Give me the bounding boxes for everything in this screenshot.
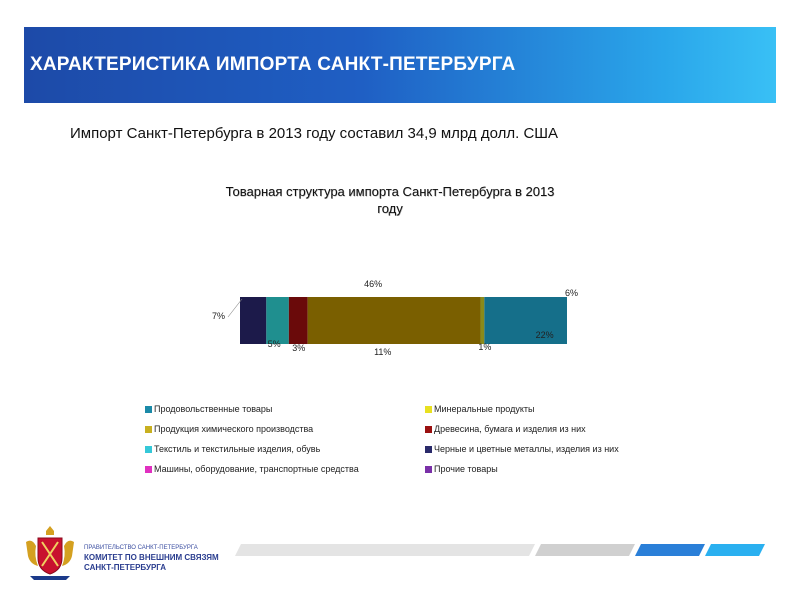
legend-item-7: Машины, оборудование, транспортные средс… [145,464,359,474]
import-summary: Импорт Санкт-Петербурга в 2013 году сост… [70,125,559,142]
chart-title: Товарная структура импорта Санкт-Петербу… [170,183,610,217]
legend-item-8: Прочие товары [425,464,498,474]
data-label-3: 46% [364,279,382,289]
decorative-stripes [235,544,765,556]
legend-swatch [425,425,432,433]
legend-item-5: Текстиль и текстильные изделия, обувь [145,444,320,454]
legend-label: Текстиль и текстильные изделия, обувь [154,444,321,454]
city-label: САНКТ-ПЕТЕРБУРГА [84,563,167,572]
data-label-4: 1% [478,342,491,352]
chart-title-line-2: году [377,201,403,216]
bar-segment-5 [480,297,485,344]
legend-item-6: Черные и цветные металлы, изделия из них [425,444,619,454]
legend-item-4: Древесина, бумага и изделия из них [425,424,586,434]
legend-item-1: Продовольственные товары [145,404,272,414]
bar-segment-2 [266,297,289,344]
legend-item-2: Минеральные продукты [425,404,534,414]
legend-label: Минеральные продукты [434,404,535,414]
legend-label: Древесина, бумага и изделия из них [434,424,586,434]
legend-swatch [425,405,432,413]
bar-segment-4 [307,297,481,344]
data-label-8: 11% [374,347,391,357]
coat-of-arms-icon [26,526,74,580]
legend-label: Машины, оборудование, транспортные средс… [154,464,359,474]
legend-item-3: Продукция химического производства [145,424,313,434]
bar-segment-1 [240,297,267,344]
legend-label: Прочие товары [434,464,498,474]
legend-swatch [145,465,152,473]
legend-swatch [425,445,432,453]
government-label: ПРАВИТЕЛЬСТВО САНКТ-ПЕТЕРБУРГА [84,545,198,551]
committee-label: КОМИТЕТ ПО ВНЕШНИМ СВЯЗЯМ [84,553,219,562]
legend-swatch [425,465,432,473]
legend-label: Черные и цветные металлы, изделия из них [434,444,619,454]
header-banner: ХАРАКТЕРИСТИКА ИМПОРТА САНКТ-ПЕТЕРБУРГА [24,27,776,103]
legend-label: Продукция химического производства [154,424,314,434]
data-label-1: 7% [212,311,225,321]
legend-label: Продовольственные товары [154,404,273,414]
organization-name: ПРАВИТЕЛЬСТВО САНКТ-ПЕТЕРБУРГА КОМИТЕТ П… [84,543,219,573]
data-label-6: 22% [536,330,554,340]
page-title: ХАРАКТЕРИСТИКА ИМПОРТА САНКТ-ПЕТЕРБУРГА [30,54,516,75]
data-label-7: 3% [292,343,305,353]
legend-swatch [145,405,152,413]
bar-group [240,297,567,344]
legend-swatch [145,425,152,433]
legend-swatch [145,445,152,453]
leader-line [227,298,243,318]
bar-segment-3 [288,297,308,344]
data-label-2: 5% [268,339,281,349]
label-group: 7% 5% 46% 1% 6% 22% 3% 11% [212,279,578,357]
chart-title-line-1: Товарная структура импорта Санкт-Петербу… [225,184,555,199]
data-label-5: 6% [565,288,578,298]
bar-segment-6 [484,297,567,344]
